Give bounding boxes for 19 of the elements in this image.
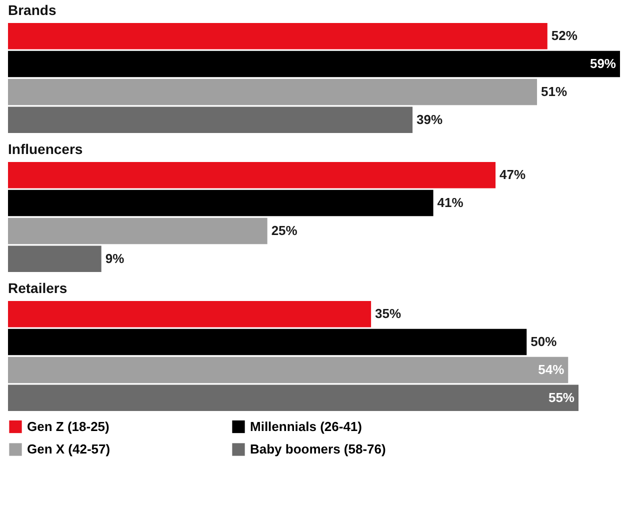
y-tick-label: Retailers xyxy=(8,280,68,296)
y-tick-label: Influencers xyxy=(8,141,83,157)
data-label: 9% xyxy=(105,250,125,266)
data-label: 41% xyxy=(437,195,464,210)
data-label: 55% xyxy=(548,390,575,405)
legend-label: Millennials (26-41) xyxy=(250,418,362,434)
legend-label: Baby boomers (58-76) xyxy=(250,442,386,456)
data-label: 39% xyxy=(416,112,443,127)
data-label: 47% xyxy=(500,167,526,182)
data-label: 51% xyxy=(541,84,568,99)
data-label: 35% xyxy=(375,306,402,322)
data-label: 59% xyxy=(590,56,616,72)
data-label: 50% xyxy=(530,334,558,350)
data-label: 25% xyxy=(271,222,298,238)
data-label: 52% xyxy=(551,28,578,44)
legend-label: Gen X (42-57) xyxy=(27,442,110,456)
data-label: 54% xyxy=(538,362,565,377)
y-tick-label: Brands xyxy=(8,2,56,18)
legend-label: Gen Z (18-25) xyxy=(27,418,110,434)
